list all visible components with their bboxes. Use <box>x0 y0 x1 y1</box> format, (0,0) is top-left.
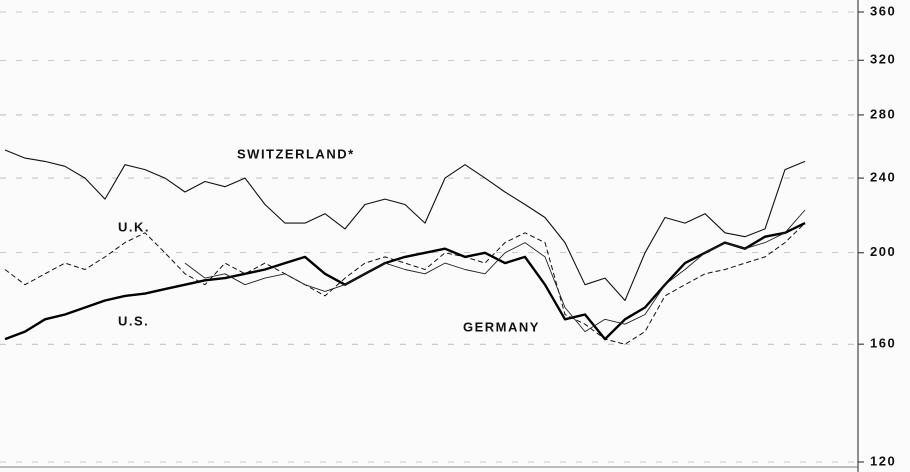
series-line <box>4 222 806 345</box>
y-tick-label: 200 <box>870 244 896 259</box>
series-line <box>184 209 806 333</box>
y-tick-label: 240 <box>870 170 896 185</box>
series-label: GERMANY <box>463 319 540 334</box>
series-line <box>4 222 806 341</box>
y-tick-label: 320 <box>870 52 896 67</box>
series-label: U.S. <box>118 313 149 328</box>
series-label: SWITZERLAND* <box>237 146 355 161</box>
y-tick-label: 160 <box>870 336 896 351</box>
y-tick-label: 120 <box>870 453 896 468</box>
series-label: U.K. <box>118 219 150 234</box>
series-line <box>4 149 806 302</box>
y-tick-label: 360 <box>870 3 896 18</box>
y-tick-label: 280 <box>870 106 896 121</box>
